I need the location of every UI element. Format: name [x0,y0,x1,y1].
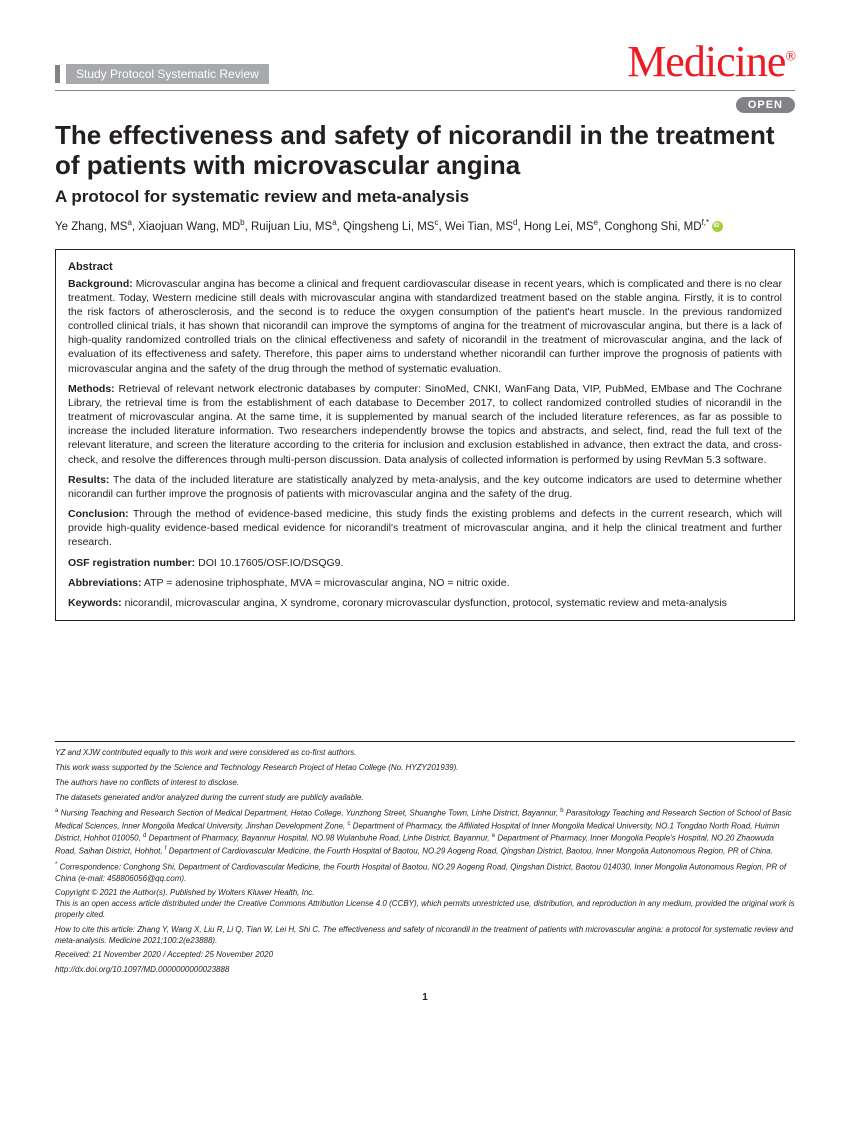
footnotes: YZ and XJW contributed equally to this w… [55,741,795,976]
footnote-contrib: YZ and XJW contributed equally to this w… [55,748,795,759]
category-tick [55,65,60,83]
footnote-correspondence: * Correspondence: Conghong Shi, Departme… [55,861,795,884]
abstract-background: Background: Microvascular angina has bec… [68,277,782,376]
open-access-badge: OPEN [736,97,795,113]
abstract-abbreviations: Abbreviations: ATP = adenosine triphosph… [68,576,782,590]
open-badge-row: OPEN [55,97,795,113]
header-row: Study Protocol Systematic Review Medicin… [55,40,795,84]
article-subtitle: A protocol for systematic review and met… [55,187,795,207]
article-title: The effectiveness and safety of nicorand… [55,121,795,181]
authors-line: Ye Zhang, MSa, Xiaojuan Wang, MDb, Ruiju… [55,217,795,235]
category-bar: Study Protocol Systematic Review [55,64,269,84]
abstract-box: Abstract Background: Microvascular angin… [55,249,795,621]
footnote-doi: http://dx.doi.org/10.1097/MD.00000000000… [55,965,795,976]
footnote-copyright: Copyright © 2021 the Author(s). Publishe… [55,888,795,920]
page-number: 1 [55,992,795,1003]
footnote-citation: How to cite this article: Zhang Y, Wang … [55,925,795,947]
header-divider [55,90,795,91]
abstract-results: Results: The data of the included litera… [68,473,782,501]
abstract-methods: Methods: Retrieval of relevant network e… [68,382,782,467]
journal-name: Medicine [627,37,785,86]
footnote-coi: The authors have no conflicts of interes… [55,778,795,789]
abstract-conclusion: Conclusion: Through the method of eviden… [68,507,782,550]
abstract-heading: Abstract [68,260,782,275]
abstract-keywords: Keywords: nicorandil, microvascular angi… [68,596,782,610]
footnote-funding: This work wass supported by the Science … [55,763,795,774]
journal-logo: Medicine® [627,40,795,84]
category-label: Study Protocol Systematic Review [66,64,269,84]
abstract-osf: OSF registration number: DOI 10.17605/OS… [68,556,782,570]
footnote-data: The datasets generated and/or analyzed d… [55,793,795,804]
authors-text: Ye Zhang, MSa, Xiaojuan Wang, MDb, Ruiju… [55,221,709,233]
footnote-affiliations: a Nursing Teaching and Research Section … [55,807,795,857]
footnote-dates: Received: 21 November 2020 / Accepted: 2… [55,950,795,961]
orcid-icon [712,221,723,232]
